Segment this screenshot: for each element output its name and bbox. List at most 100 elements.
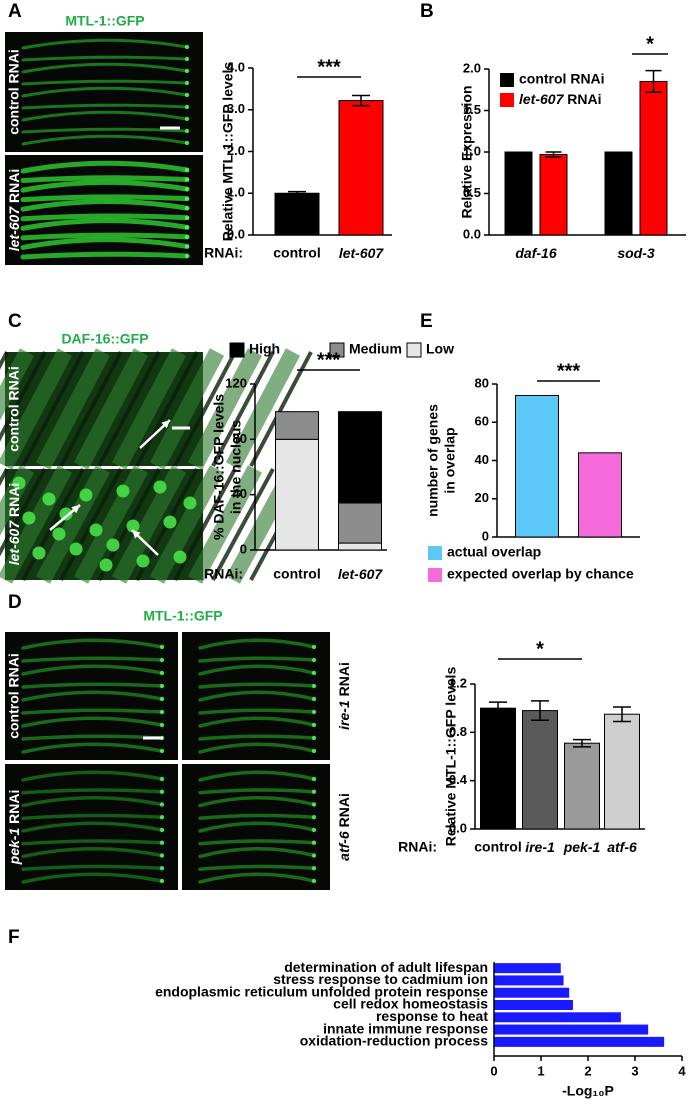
category-label: response to heat xyxy=(376,1008,488,1024)
cell-band xyxy=(225,348,301,470)
nucleus xyxy=(32,546,46,560)
bar xyxy=(480,707,516,830)
bar xyxy=(494,1036,665,1047)
significance-label: * xyxy=(536,638,544,660)
nucleus xyxy=(89,523,103,537)
worm-head xyxy=(159,683,165,689)
worm xyxy=(21,708,164,715)
cell-band xyxy=(35,348,111,470)
legend-label: High xyxy=(249,341,280,357)
legend-swatch xyxy=(428,568,442,582)
worm xyxy=(198,716,316,728)
bar xyxy=(338,100,384,236)
y-tick-label: 1.5 xyxy=(463,102,481,117)
worm-head xyxy=(159,776,165,782)
cell-edge xyxy=(59,351,123,467)
nucleus xyxy=(136,554,150,568)
worm-head xyxy=(311,815,317,820)
worm-head xyxy=(311,776,317,782)
worm-head xyxy=(184,140,190,146)
worm xyxy=(21,638,164,650)
nucleus xyxy=(69,542,83,556)
worm-head xyxy=(311,657,317,663)
worm xyxy=(198,682,316,689)
legend-swatch xyxy=(329,342,345,358)
y-tick-label: 40 xyxy=(475,452,489,467)
bar xyxy=(338,542,382,551)
bar xyxy=(494,975,564,986)
nucleus xyxy=(22,511,36,525)
y-axis-label: % DAF-16::GFP levels xyxy=(211,394,227,540)
worm xyxy=(20,198,190,212)
cell-edge xyxy=(173,468,237,581)
cell-band xyxy=(35,465,111,584)
legend-swatch xyxy=(500,93,514,107)
worm-head xyxy=(184,104,190,110)
image-label: control RNAi xyxy=(6,366,22,452)
y-tick-label: 0.0 xyxy=(463,226,481,241)
cell-edge xyxy=(211,468,275,581)
worm xyxy=(21,656,164,663)
worm-head xyxy=(311,670,317,676)
x-tick-label: 0 xyxy=(490,1063,497,1078)
error-bar xyxy=(573,738,591,748)
x-tick-label: let-607 xyxy=(338,566,384,582)
worm xyxy=(198,813,316,820)
image-label: control RNAi xyxy=(6,653,22,739)
panel-letter: F xyxy=(8,927,20,948)
y-tick-label: 4.0 xyxy=(227,59,245,74)
worm xyxy=(20,213,190,222)
worm-head xyxy=(184,196,190,201)
worm xyxy=(198,656,316,663)
cell-edge xyxy=(211,351,275,467)
cell-band xyxy=(187,465,263,584)
worm-head xyxy=(311,840,317,845)
image-label: let-607 RNAi xyxy=(6,169,22,251)
worm xyxy=(20,194,190,203)
worm-head xyxy=(184,116,190,122)
worm-head xyxy=(311,827,317,833)
bar xyxy=(515,394,559,538)
bar xyxy=(539,153,568,236)
worm-head xyxy=(159,789,165,794)
y-axis-label: in the nucleus xyxy=(228,420,244,514)
bar xyxy=(604,713,640,830)
image-label: pek-1 RNAi xyxy=(6,790,22,866)
worm-head xyxy=(184,56,190,62)
error-bar xyxy=(545,151,562,158)
y-tick-label: 80 xyxy=(233,431,247,446)
bar xyxy=(578,452,622,538)
cell-band xyxy=(0,348,73,470)
cell-band xyxy=(0,465,73,584)
nucleus xyxy=(52,527,66,541)
worm xyxy=(198,742,316,754)
cell-band xyxy=(149,348,225,470)
nucleus xyxy=(126,519,140,533)
legend-label: Low xyxy=(426,341,454,357)
worm-head xyxy=(184,92,190,98)
x-tick-label: ire-1 xyxy=(525,839,555,855)
worm xyxy=(198,770,316,782)
worm-head xyxy=(311,696,317,702)
worm-head xyxy=(311,878,317,884)
worm-head xyxy=(159,670,165,676)
worm xyxy=(20,232,190,241)
worm xyxy=(21,690,164,702)
category-label: endoplasmic reticulum unfolded protein r… xyxy=(155,983,488,999)
bar xyxy=(338,502,382,544)
category-label: cell redox homeostasis xyxy=(333,996,488,1012)
worm xyxy=(21,86,189,98)
worm xyxy=(198,864,316,871)
worm-head xyxy=(184,244,190,249)
worm xyxy=(21,62,189,74)
y-tick-label: 0.8 xyxy=(449,724,467,739)
error-bar xyxy=(613,706,631,723)
bar xyxy=(494,963,561,974)
bar xyxy=(274,192,320,236)
worm xyxy=(20,218,190,231)
error-bar xyxy=(489,701,507,715)
cell-band xyxy=(73,465,149,584)
worm xyxy=(21,110,189,122)
worm xyxy=(21,103,189,110)
